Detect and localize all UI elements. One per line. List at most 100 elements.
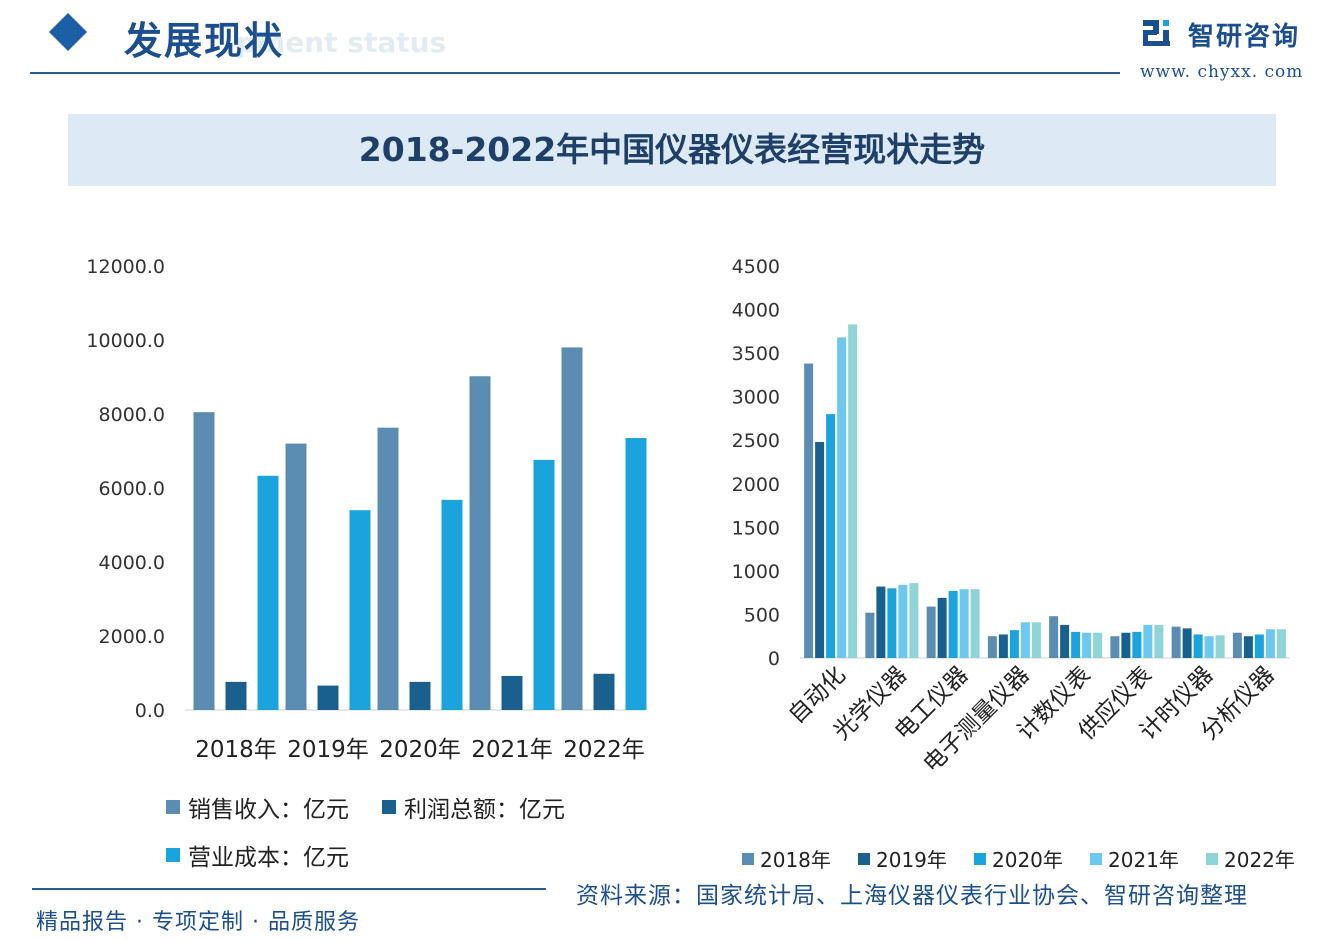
legend-swatch-2021 [1090, 852, 1102, 865]
y-tick-label: 4000.0 [99, 552, 165, 574]
legend-label-cost: 营业成本：亿元 [188, 845, 349, 871]
y-tick-label: 0.0 [135, 700, 165, 722]
bar [1071, 631, 1081, 658]
legend-item-2020: 2020年 [974, 844, 1063, 873]
y-tick-label: 10000.0 [86, 330, 165, 352]
bar [1060, 624, 1070, 658]
bar [926, 606, 936, 658]
source-note: 资料来源：国家统计局、上海仪器仪表行业协会、智研咨询整理 [576, 883, 1248, 909]
bar [1093, 632, 1103, 658]
legend-label-2018: 2018年 [760, 848, 831, 872]
bar [998, 634, 1008, 658]
bar [1049, 616, 1059, 658]
bar [987, 636, 997, 658]
bar [349, 510, 371, 710]
bar [804, 363, 814, 658]
bar [593, 673, 615, 710]
x-tick-label: 2020年 [379, 737, 461, 763]
brand-url: www. chyxx. com [1140, 62, 1304, 82]
bar [837, 337, 847, 658]
section-title: 发展现状 [124, 19, 285, 63]
title-banner: 2018-2022年中国仪器仪表经营现状走势 [68, 114, 1276, 186]
legend-label-2020: 2020年 [992, 848, 1063, 872]
bar [469, 376, 491, 710]
bar [561, 347, 583, 710]
bar [441, 499, 463, 710]
x-tick-label: 2021年 [471, 737, 553, 763]
brand-logo-icon [1143, 20, 1170, 46]
y-tick-label: 12000.0 [86, 256, 165, 278]
bar [1154, 624, 1164, 658]
bar [1182, 628, 1192, 658]
header-divider [30, 72, 1120, 74]
bar [887, 588, 897, 658]
legend-swatch-cost [166, 848, 180, 862]
bar [826, 414, 836, 658]
legend-item-2022: 2022年 [1206, 844, 1295, 873]
y-tick-label: 3000 [732, 387, 780, 409]
legend-swatch-2019 [858, 852, 870, 865]
bar [1193, 634, 1203, 658]
footer-slogan: 精品报告 · 专项定制 · 品质服务 [36, 910, 360, 935]
legend-swatch-profit [382, 800, 396, 814]
bar [1009, 630, 1019, 658]
bar [1265, 629, 1275, 658]
y-tick-label: 1000 [732, 561, 780, 583]
bar [1204, 636, 1214, 658]
legend-label-profit: 利润总额：亿元 [404, 797, 565, 823]
legend-item-2019: 2019年 [858, 844, 947, 873]
x-tick-label: 2019年 [287, 737, 369, 763]
y-tick-label: 2000 [732, 474, 780, 496]
bar [848, 324, 858, 658]
bar [1121, 632, 1131, 658]
bar [409, 681, 431, 710]
bar [909, 583, 919, 658]
bar [1110, 636, 1120, 658]
brand-name: 智研咨询 [1188, 22, 1301, 52]
bar [501, 675, 523, 710]
legend-item-2021: 2021年 [1090, 844, 1179, 873]
bar [625, 438, 647, 710]
y-tick-label: 8000.0 [99, 404, 165, 426]
diamond-icon [49, 13, 87, 51]
bar [876, 586, 886, 658]
legend-item-cost: 营业成本：亿元 [166, 838, 349, 872]
y-tick-label: 2000.0 [99, 626, 165, 648]
y-tick-label: 500 [744, 604, 780, 626]
bar [1254, 634, 1264, 658]
legend-item-profit: 利润总额：亿元 [382, 790, 565, 824]
legend-swatch-2020 [974, 852, 986, 865]
x-tick-label: 2018年 [195, 737, 277, 763]
bar [1082, 632, 1092, 658]
bar [285, 443, 307, 710]
bar [948, 590, 958, 658]
y-tick-label: 6000.0 [99, 478, 165, 500]
bar [815, 441, 825, 658]
bar [1132, 631, 1142, 658]
y-tick-label: 0 [768, 648, 780, 670]
legend-label-2021: 2021年 [1108, 848, 1179, 872]
y-tick-label: 4500 [732, 256, 780, 278]
bar [1031, 622, 1041, 658]
bar [1215, 635, 1225, 658]
bar [1143, 624, 1153, 658]
bar [970, 589, 980, 658]
bar [533, 459, 555, 710]
footer-divider [32, 888, 546, 890]
bar [1276, 629, 1286, 658]
x-tick-label: 电子测量仪器 [919, 662, 1035, 778]
bar [959, 589, 969, 658]
bar [865, 612, 875, 658]
bar [1020, 622, 1030, 658]
legend-label-sales: 销售收入：亿元 [188, 797, 349, 823]
legend-item-sales: 销售收入：亿元 [166, 790, 349, 824]
legend-item-2018: 2018年 [742, 844, 831, 873]
bar [898, 584, 908, 658]
legend-swatch-sales [166, 800, 180, 814]
y-tick-label: 1500 [732, 517, 780, 539]
y-tick-label: 2500 [732, 430, 780, 452]
x-tick-label: 2022年 [563, 737, 645, 763]
bar [1171, 626, 1181, 658]
bar [937, 597, 947, 658]
